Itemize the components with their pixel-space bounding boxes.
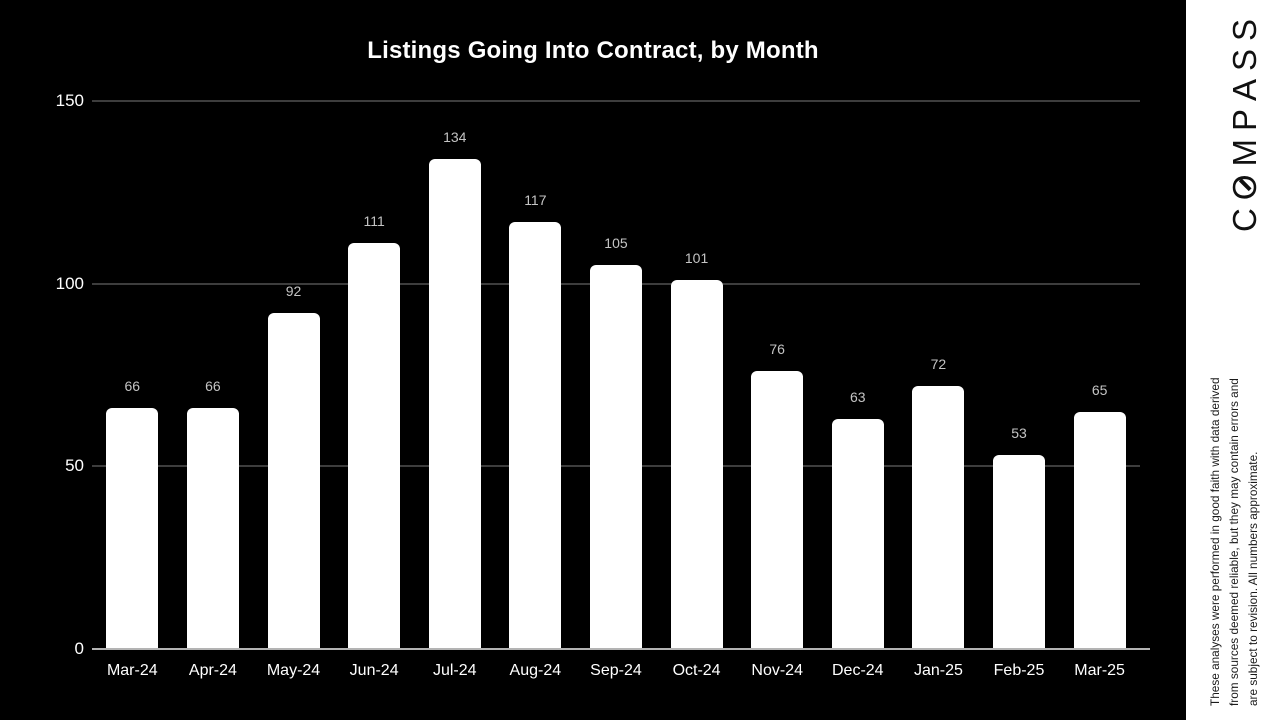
x-axis-labels: Mar-24 Apr-24 May-24 Jun-24 Jul-24 Aug-24 Sep-…: [92, 662, 1140, 680]
bar-column: 65: [1059, 101, 1140, 649]
y-tick-label: 100: [55, 273, 84, 293]
bar-value-label: 66: [205, 377, 221, 394]
x-tick-label: Mar-24: [106, 662, 158, 679]
bar: [186, 407, 239, 649]
bar-value-label: 63: [850, 388, 866, 405]
bar-value-label: 66: [124, 377, 141, 394]
disclaimer-line: are subject to revision. All numbers app…: [1246, 451, 1260, 706]
bar: [831, 418, 884, 649]
x-tick-label: Jul-24: [432, 662, 477, 679]
brand-letter: S: [1226, 10, 1263, 41]
brand-letter: A: [1226, 70, 1263, 101]
bar-column: 105: [576, 101, 657, 649]
bar: [348, 243, 401, 649]
bar-value-label: 76: [769, 341, 785, 358]
bar: [428, 159, 481, 649]
x-tick-label: Dec-24: [832, 662, 884, 679]
y-tick-label: 150: [55, 91, 84, 110]
x-tick-label: Nov-24: [751, 662, 803, 679]
bar-value-label: 105: [604, 235, 628, 252]
bar: [912, 385, 965, 649]
x-tick-label: Jun-24: [349, 662, 399, 679]
bar-value-label: 65: [1091, 381, 1108, 398]
y-tick-label: 50: [65, 456, 84, 476]
bar: [509, 221, 562, 649]
bar: [751, 371, 804, 649]
disclaimer-text: These analyses were performed in good fa…: [1206, 306, 1264, 706]
x-tick-label: Feb-25: [993, 662, 1045, 679]
bar-column: 53: [979, 101, 1060, 649]
bar: [670, 280, 723, 649]
bar-value-label: 117: [524, 191, 547, 208]
x-tick-label: Aug-24: [509, 662, 562, 679]
bar-column: 63: [817, 101, 898, 649]
bar-value-label: 101: [684, 250, 709, 267]
brand-letter-o: O: [1226, 166, 1263, 201]
x-axis-line: [92, 648, 1150, 650]
bar-column: 117: [495, 101, 576, 649]
bar-value-label: 72: [930, 355, 947, 372]
bar-column: 134: [414, 101, 495, 649]
bar-column: 111: [334, 101, 415, 649]
bar: [106, 407, 159, 649]
brand-letter: S: [1226, 40, 1263, 71]
bar: [993, 455, 1045, 649]
chart-region: Listings Going Into Contract, by Month 0…: [0, 37, 1150, 680]
bar-column: 66: [92, 101, 173, 649]
gridline: [92, 100, 1140, 102]
bar-column: 66: [173, 101, 254, 649]
bar: [267, 312, 320, 649]
x-tick-label: Jan-25: [913, 662, 963, 679]
brand-letter: C: [1226, 200, 1263, 232]
brand-letter: P: [1226, 100, 1263, 131]
y-tick-label: 0: [74, 639, 84, 658]
bar-value-label: 111: [363, 213, 385, 230]
x-tick-label: Sep-24: [590, 662, 642, 679]
y-axis-labels: 0 50 100 150: [0, 91, 84, 658]
bar: [589, 265, 642, 649]
bar: [1073, 411, 1126, 649]
disclaimer-line: from sources deemed reliable, but they m…: [1227, 378, 1241, 706]
bar-series: 66 66 92 111 134 117 105 101 76 63 72 53 65: [92, 101, 1140, 649]
bar-value-label: 92: [285, 282, 302, 299]
chart-title: Listings Going Into Contract, by Month: [367, 37, 819, 64]
x-tick-label: Oct-24: [672, 662, 721, 679]
bar-column: 92: [253, 101, 334, 649]
bar-value-label: 53: [1011, 425, 1027, 442]
x-tick-label: Apr-24: [188, 662, 237, 679]
x-tick-label: May-24: [266, 662, 321, 679]
plot-area: 66 66 92 111 134 117 105 101 76 63 72 53 65: [92, 100, 1150, 650]
bar-column: 101: [656, 101, 737, 649]
bar-column: 76: [737, 101, 818, 649]
brand-letter: M: [1226, 130, 1263, 167]
bar-value-label: 134: [443, 129, 467, 146]
bar-column: 72: [898, 101, 979, 649]
x-tick-label: Mar-25: [1074, 662, 1125, 679]
disclaimer-line: These analyses were performed in good fa…: [1208, 377, 1222, 706]
